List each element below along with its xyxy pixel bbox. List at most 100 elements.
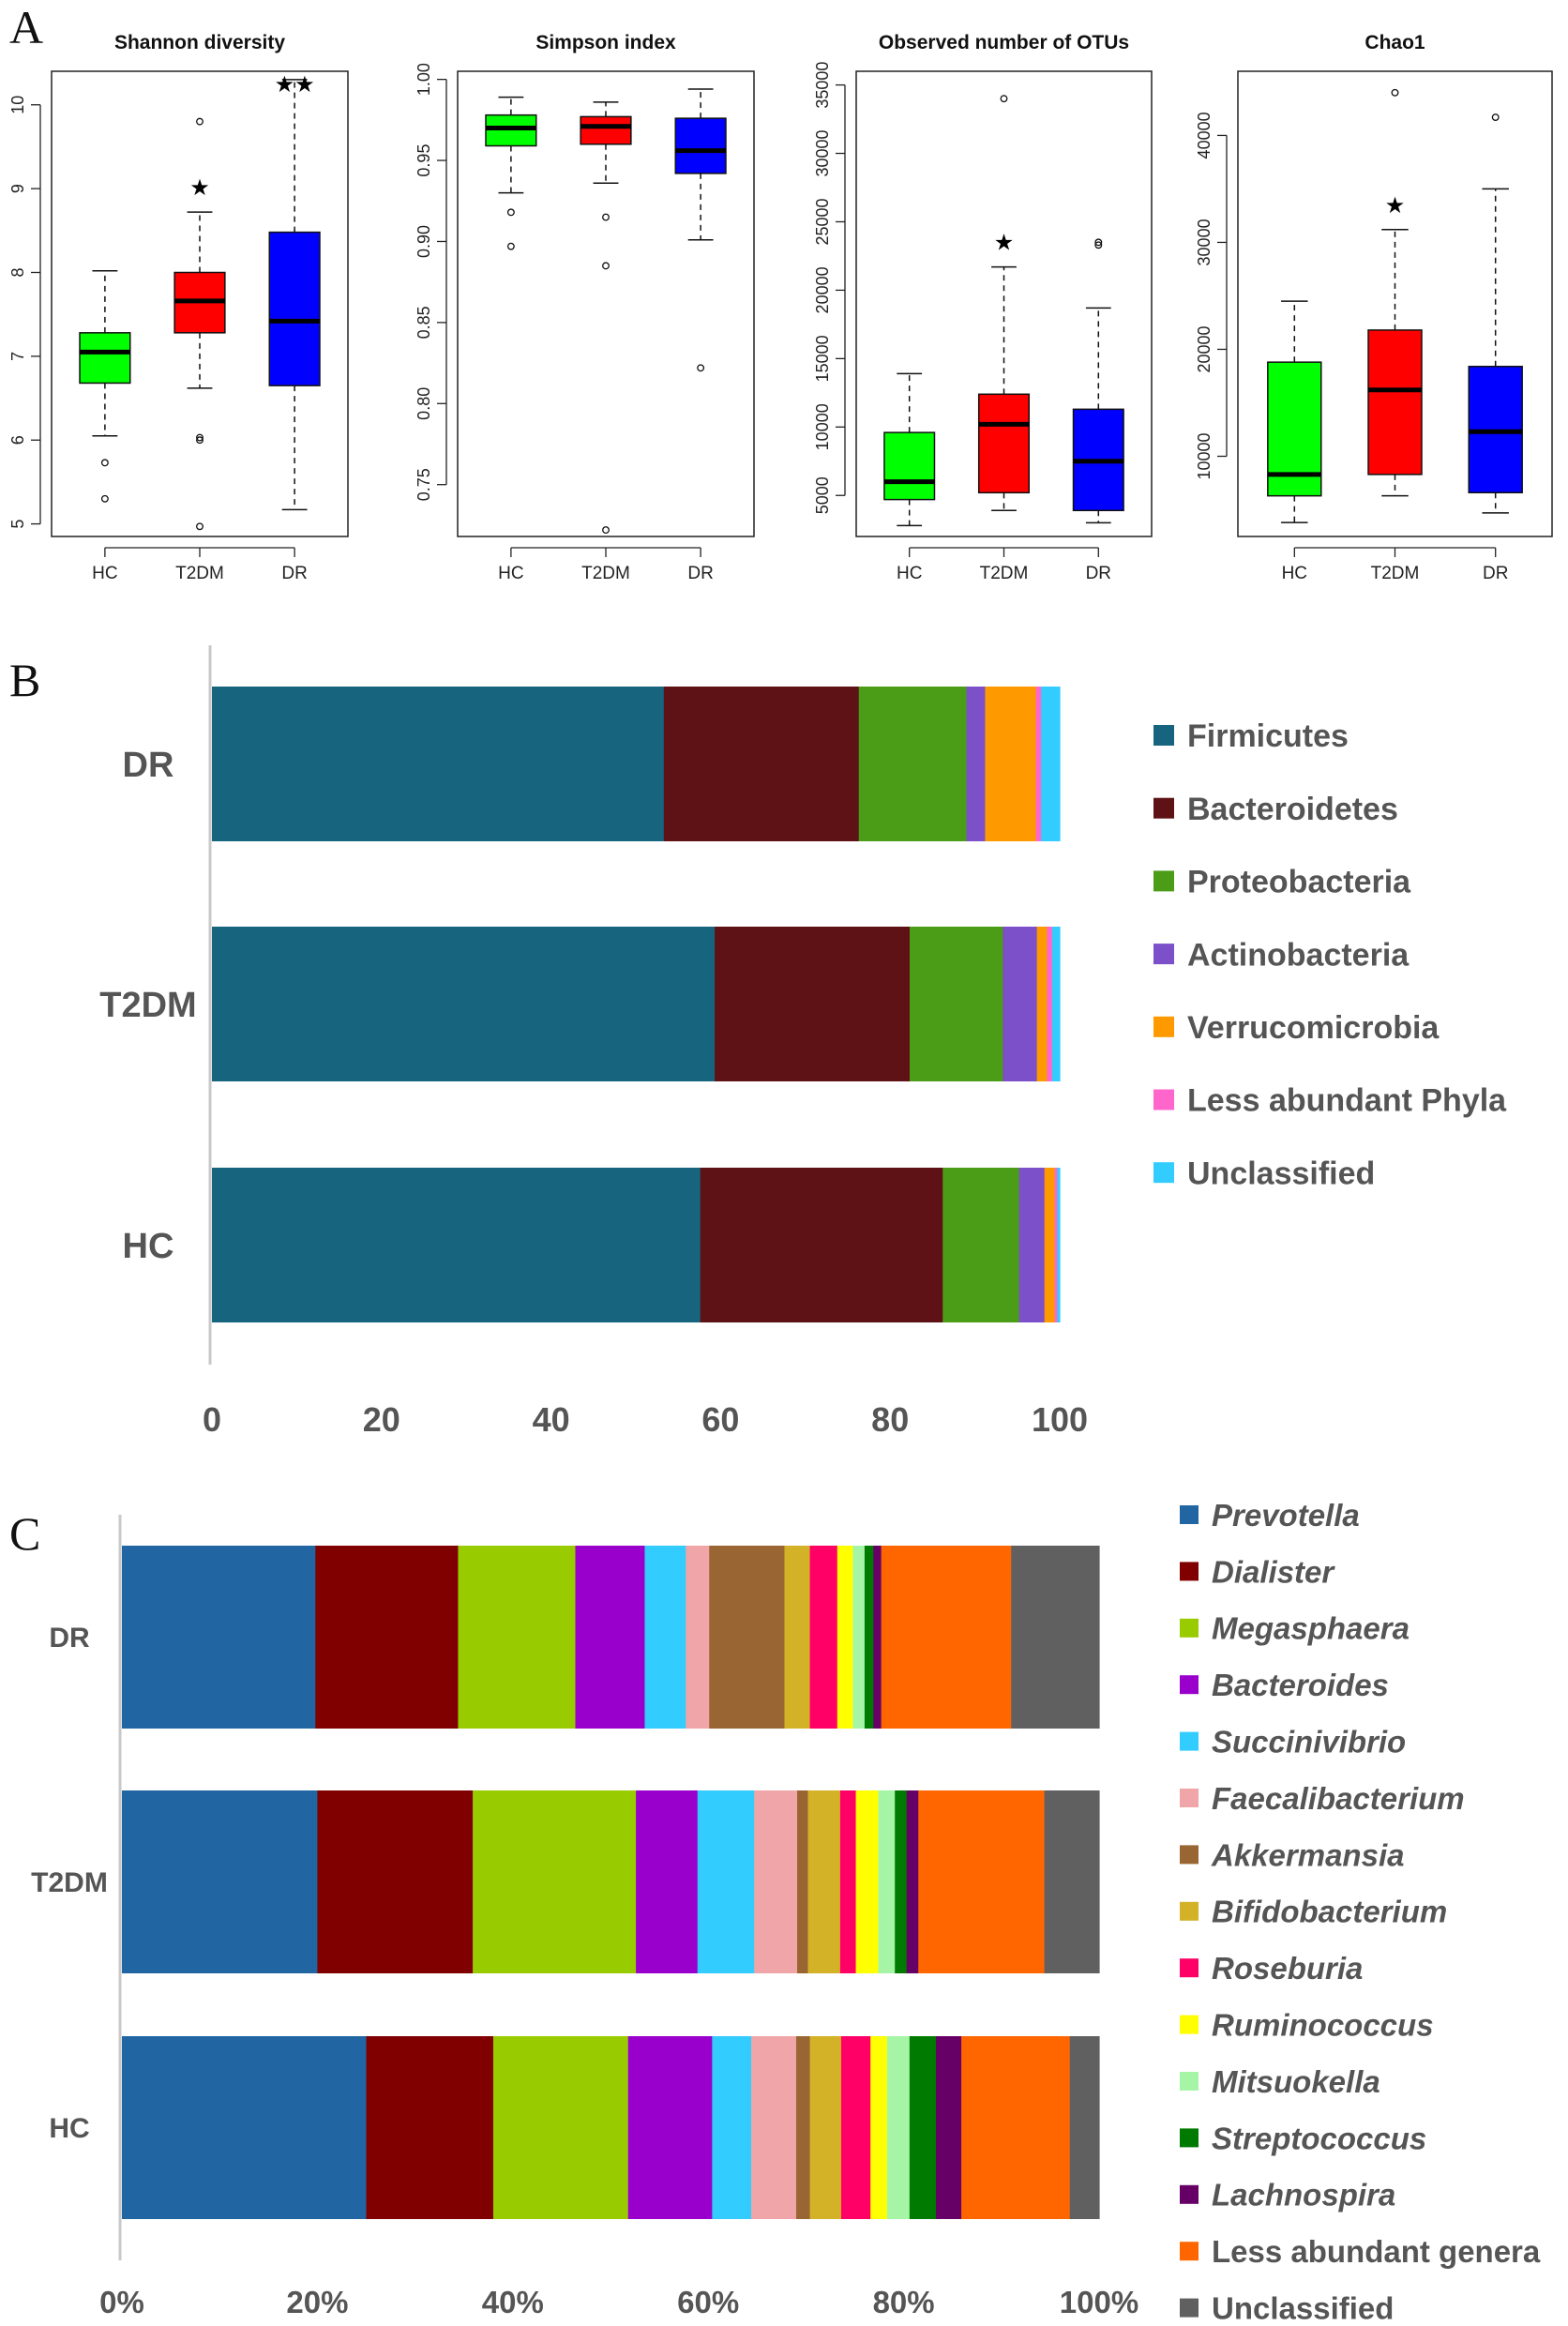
- y-axis: 10000 20000 30000 40000: [1195, 112, 1228, 480]
- y-tick-label: 20000: [813, 266, 832, 313]
- bar-segment-succinivibrio: [697, 1790, 755, 1973]
- bar-segment-succinivibrio: [712, 2036, 752, 2219]
- legend-item-bacteroidetes: Bacteroidetes: [1153, 792, 1398, 827]
- box-iqr: [1367, 329, 1423, 476]
- box-iqr: [977, 393, 1031, 494]
- legend-label-actinobacteria: Actinobacteria: [1187, 937, 1410, 973]
- bar-segment-firmicutes: [212, 1168, 701, 1322]
- box-dr: [674, 88, 727, 372]
- chart-title: Shannon diversity: [114, 32, 285, 53]
- legend-label-unclassified: Unclassified: [1187, 1155, 1375, 1191]
- legend-swatch-bacteroidetes: [1153, 797, 1174, 819]
- bar-segment-lachnospira: [906, 1790, 919, 1973]
- bar-segment-unclassified: [1044, 1790, 1100, 1973]
- chart-title: Chao1: [1364, 32, 1425, 53]
- bar-segment-akkermansia: [797, 1790, 809, 1973]
- legend-label-faecalibacterium: Faecalibacterium: [1212, 1781, 1465, 1816]
- legend-swatch-prevotella: [1180, 1505, 1199, 1524]
- legend: Prevotella Dialister Megasphaera Bacteroide…: [1180, 1498, 1541, 2325]
- box-t2dm: [977, 95, 1031, 512]
- legend-swatch-ruminococcus: [1180, 2015, 1199, 2034]
- y-axis: 5000 10000 15000 20000 25000 30000 35000: [813, 62, 846, 514]
- outlier-point: [602, 213, 610, 221]
- x-tick-label: 60%: [677, 2285, 739, 2319]
- y-tick-label: 30000: [813, 129, 832, 176]
- bar-segment-faecalibacterium: [751, 2036, 797, 2219]
- x-tick-label: 0%: [99, 2285, 144, 2319]
- bar-segment-roseburia: [809, 1546, 838, 1729]
- significance-marker: ★★: [275, 72, 315, 98]
- bar-segment-streptococcus: [909, 2036, 937, 2219]
- bar-segment-mitsuokella: [852, 1546, 866, 1729]
- outlier-point: [196, 436, 204, 445]
- box-t2dm: [1367, 88, 1423, 497]
- bar-segment-proteobacteria: [942, 1168, 1020, 1322]
- bar-segment-ruminococcus: [870, 2036, 888, 2219]
- legend-item-proteobacteria: Proteobacteria: [1153, 865, 1411, 900]
- y-tick-label: 7: [8, 352, 27, 361]
- x-tick-label-hc: HC: [498, 564, 523, 583]
- x-tick-label: 40: [533, 1400, 570, 1439]
- legend-item-verrucomicrobia: Verrucomicrobia: [1153, 1010, 1440, 1046]
- legend-item-streptococcus: Streptococcus: [1180, 2121, 1426, 2155]
- bar-segment-verrucomicrobia: [1044, 1168, 1056, 1322]
- bar-segment-bacteroides: [575, 1546, 646, 1729]
- significance-marker: ★: [1385, 193, 1406, 219]
- legend-label-dialister: Dialister: [1212, 1554, 1335, 1589]
- x-tick-label: 20%: [286, 2285, 348, 2319]
- x-tick-label-t2dm: T2DM: [175, 564, 224, 583]
- x-tick-label: 60: [701, 1400, 739, 1439]
- outlier-point: [1094, 238, 1103, 247]
- legend-label-streptococcus: Streptococcus: [1212, 2121, 1426, 2155]
- legend-label-verrucomicrobia: Verrucomicrobia: [1187, 1010, 1440, 1046]
- category-label-dr: DR: [49, 1623, 90, 1654]
- bar-segment-verrucomicrobia: [1036, 927, 1048, 1081]
- legend-item-actinobacteria: Actinobacteria: [1153, 937, 1410, 973]
- legend-item-ruminococcus: Ruminococcus: [1180, 2007, 1434, 2042]
- box-dr: [268, 79, 321, 511]
- x-tick-label-dr: DR: [687, 564, 713, 583]
- box-iqr: [268, 231, 321, 386]
- bar-segment-unclassified: [1069, 2036, 1100, 2219]
- genus-stacked-bar-chart: DR T2DM HC 0% 20% 40% 60% 80% 100% Prevotella Dial…: [31, 1498, 1541, 2326]
- bar-segment-dialister: [317, 1790, 474, 1973]
- bar-segment-dialister: [315, 1546, 460, 1729]
- y-axis: 0.75 0.80 0.85 0.90 0.95 1.00: [415, 63, 447, 501]
- chart-title: Observed number of OTUs: [879, 32, 1129, 53]
- outlier-point: [506, 242, 515, 250]
- legend-label-unclassified: Unclassified: [1212, 2290, 1394, 2325]
- x-tick-label-hc: HC: [92, 564, 117, 583]
- outlier-point: [1000, 95, 1008, 103]
- legend-item-succinivibrio: Succinivibrio: [1180, 1724, 1406, 1759]
- bar-segment-unclassified: [1041, 687, 1061, 841]
- y-axis: 5 6 7 8 9 10: [8, 96, 41, 529]
- bar-segment-prevotella: [122, 2036, 368, 2219]
- y-tick-label: 5: [8, 520, 27, 529]
- legend-swatch-verrucomicrobia: [1153, 1016, 1174, 1037]
- bar-segment-unclassified: [1051, 927, 1061, 1081]
- legend-swatch-succinivibrio: [1180, 1731, 1199, 1751]
- chart-title: Simpson index: [535, 32, 676, 53]
- legend-item-faecalibacterium: Faecalibacterium: [1180, 1781, 1465, 1816]
- category-label-t2dm: T2DM: [31, 1867, 108, 1898]
- legend-swatch-actinobacteria: [1153, 944, 1174, 965]
- bar-segment-prevotella: [122, 1790, 318, 1973]
- bar-row-dr: DR: [49, 1546, 1100, 1729]
- bar-segment-less-abundant-genera: [881, 1546, 1012, 1729]
- plot-frame: [855, 70, 1153, 537]
- box-iqr: [485, 113, 537, 147]
- outlier-point: [602, 262, 610, 270]
- legend-label-less-abundant-phyla: Less abundant Phyla: [1187, 1083, 1507, 1119]
- y-tick-label: 35000: [813, 62, 832, 109]
- x-axis: HC T2DM DR: [92, 547, 308, 583]
- box-hc: [79, 269, 131, 503]
- legend-item-akkermansia: Akkermansia: [1180, 1837, 1404, 1872]
- legend-label-proteobacteria: Proteobacteria: [1187, 865, 1411, 900]
- bar-segment-mitsuokella: [878, 1790, 896, 1973]
- bar-segment-dialister: [366, 2036, 494, 2219]
- category-label-hc: HC: [123, 1227, 174, 1266]
- legend-swatch-akkermansia: [1180, 1845, 1199, 1865]
- legend-label-megasphaera: Megasphaera: [1212, 1611, 1410, 1646]
